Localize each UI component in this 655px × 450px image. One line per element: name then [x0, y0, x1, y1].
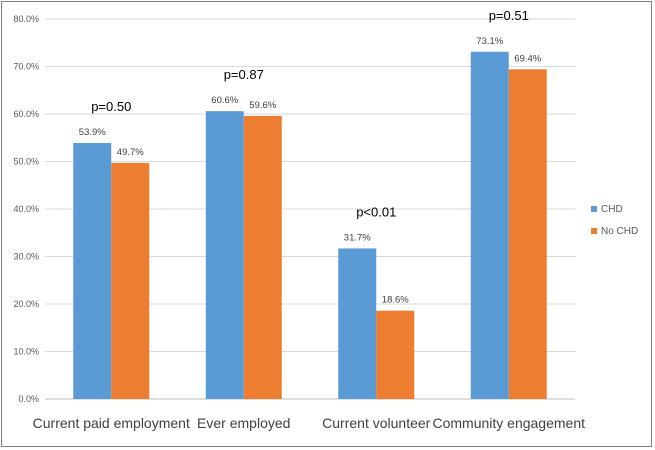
bar-chd [470, 51, 509, 400]
y-tick-label: 80.0% [13, 14, 39, 24]
y-tick-label: 40.0% [13, 204, 39, 214]
bar-no-chd [111, 162, 150, 399]
category-label: Current paid employment [33, 415, 190, 431]
data-label: 69.4% [514, 53, 541, 64]
category-label: Community engagement [432, 415, 585, 431]
data-label: 73.1% [476, 36, 503, 47]
legend: CHD No CHD [591, 204, 638, 237]
data-label: 18.6% [382, 295, 409, 306]
bars [73, 51, 547, 400]
labels: 53.9% 49.7% Current paid employment p=0.50 6… [33, 8, 585, 431]
y-tick-label: 50.0% [13, 157, 39, 167]
bar-no-chd [376, 310, 415, 399]
p-value-label: p=0.87 [224, 67, 264, 82]
data-label: 60.6% [211, 95, 238, 106]
legend-swatch-chd [591, 206, 597, 212]
y-tick-label: 70.0% [13, 62, 39, 72]
y-tick-label: 60.0% [13, 109, 39, 119]
legend-swatch-no-chd [591, 228, 597, 234]
p-value-label: p<0.01 [356, 204, 396, 219]
p-value-label: p=0.51 [489, 8, 529, 23]
legend-label: No CHD [601, 226, 638, 237]
category-label: Ever employed [197, 415, 290, 431]
bar-chd [338, 248, 377, 399]
data-label: 59.6% [249, 100, 276, 111]
legend-label: CHD [601, 204, 623, 215]
p-value-label: p=0.50 [91, 99, 131, 114]
data-label: 53.9% [79, 127, 106, 138]
bar-no-chd [508, 69, 547, 399]
category-label: Current volunteer [322, 415, 431, 431]
bar-no-chd [243, 115, 282, 400]
data-label: 49.7% [117, 147, 144, 158]
y-tick-label: 0.0% [18, 394, 39, 404]
bar-chd [73, 142, 112, 399]
data-label: 31.7% [344, 232, 371, 243]
y-tick-label: 10.0% [13, 347, 39, 357]
bar-chd [205, 111, 244, 400]
y-axis: 0.0% 10.0% 20.0% 30.0% 40.0% 50.0% 60.0% 70.0% 8… [13, 14, 39, 404]
y-tick-label: 20.0% [13, 299, 39, 309]
y-tick-label: 30.0% [13, 252, 39, 262]
